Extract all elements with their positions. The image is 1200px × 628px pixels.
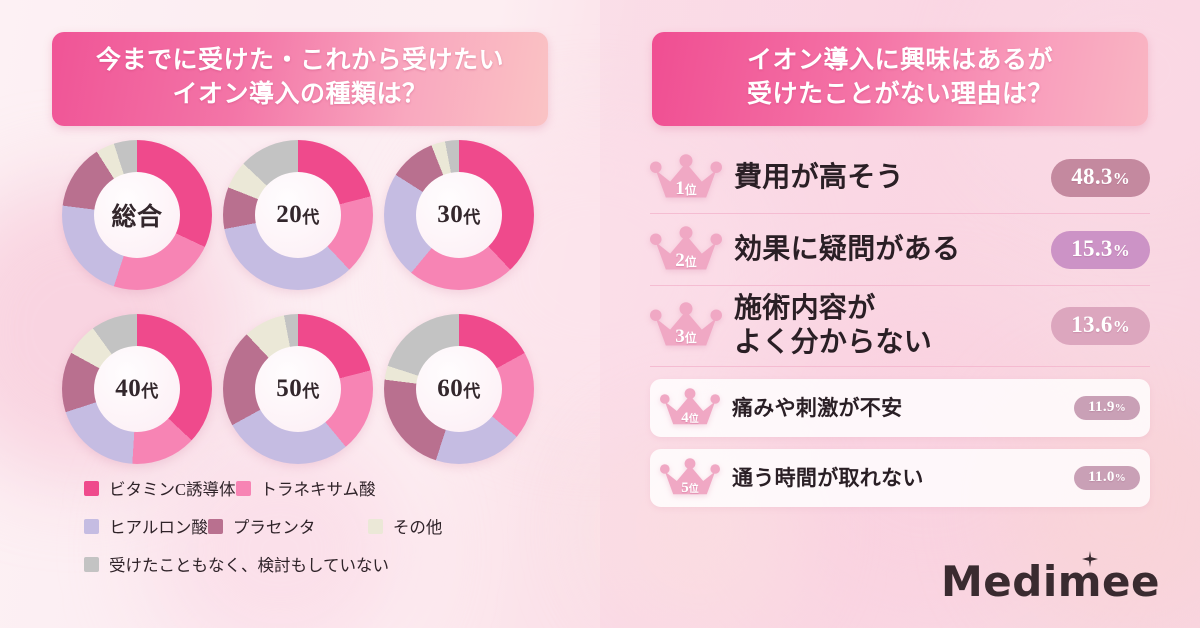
donut-chart-60代: 60 代 [384, 314, 534, 474]
left-header-line-1: 今までに受けた・これから受けたい [95, 47, 504, 74]
percentage-badge: 15.3% [1051, 230, 1150, 269]
legend-swatch-icon [84, 556, 99, 572]
percentage-badge: 48.3% [1051, 158, 1150, 197]
ranking-label: 施術内容が よく分からない [734, 292, 1039, 360]
crown-icon: 4位 [660, 387, 720, 429]
ranking-row-1: 1位 費用が高そう 48.3% [650, 142, 1150, 214]
ranking-label-line-1: 施術内容が [734, 293, 876, 324]
rank-number: 4位 [681, 410, 699, 426]
donut-center-label: 50 代 [276, 375, 320, 402]
donut-ring [384, 314, 534, 464]
donut-chart-40代: 40 代 [62, 314, 212, 474]
percentage-badge: 13.6% [1051, 307, 1150, 345]
donut-center-label: 60 代 [437, 375, 481, 402]
legend-row: ヒアルロン酸 プラセンタ その他 [84, 514, 584, 538]
ranking-row-5: 5位 通う時間が取れない 11.0% [650, 449, 1150, 507]
donut-center-label: 20 代 [276, 201, 320, 228]
donut-ring [223, 140, 373, 290]
legend-row: 受けたこともなく、検討もしていない [84, 552, 584, 576]
rank-number: 2位 [675, 249, 697, 271]
legend-item-4: その他 [367, 514, 518, 538]
legend-swatch-icon [207, 518, 223, 534]
crown-shape [660, 388, 720, 425]
ranking-row-3: 3位 施術内容が よく分からない 13.6% [650, 286, 1150, 367]
rank-number: 1位 [675, 177, 697, 199]
ranking-label: 効果に疑問がある [734, 233, 961, 265]
donut-center-label: 30 代 [437, 201, 481, 228]
right-header-line-1: イオン導入に興味はあるが [746, 47, 1053, 74]
crown-shape [650, 225, 722, 269]
percentage-badge: 11.0% [1074, 466, 1140, 490]
donut-center-label: 40 代 [115, 375, 159, 402]
ranking-label-line-2: よく分からない [734, 327, 933, 358]
ranking-label: 痛みや刺激が不安 [732, 396, 903, 420]
donut-chart-20代: 20 代 [223, 140, 373, 300]
chart-legend: ビタミンC誘導体 トラネキサム酸ヒアルロン酸 プラセンタ その他 受けたこともなく、検討… [84, 476, 584, 590]
right-header-line-2: 受けたことがない理由は？ [746, 81, 1053, 108]
legend-label: 受けたこともなく、検討もしていない [109, 556, 390, 575]
legend-swatch-icon [84, 518, 99, 534]
donut-ring [223, 314, 373, 464]
sparkle-icon [1082, 551, 1098, 567]
donut-center-label: 総合 [111, 204, 163, 231]
brand-logo: Medimee [941, 551, 1160, 606]
legend-label: その他 [392, 518, 443, 537]
legend-row: ビタミンC誘導体 トラネキサム酸 [84, 476, 584, 500]
legend-swatch-icon [84, 480, 99, 496]
donut-ring [62, 140, 212, 290]
donut-chart-50代: 50 代 [223, 314, 373, 474]
right-panel-header: イオン導入に興味はあるが 受けたことがない理由は？ [652, 32, 1148, 126]
legend-label: トラネキサム酸 [260, 480, 376, 499]
rank-number: 5位 [681, 480, 699, 496]
left-header-line-2: イオン導入の種類は？ [172, 81, 428, 108]
donut-ring [384, 140, 534, 290]
legend-swatch-icon [235, 480, 251, 496]
legend-swatch-icon [367, 518, 383, 534]
legend-label: ビタミンC誘導体 [109, 480, 236, 499]
crown-icon: 2位 [650, 224, 722, 276]
brand-logo-text: Medimee [941, 557, 1160, 606]
ranking-row-2: 2位 効果に疑問がある 15.3% [650, 214, 1150, 286]
crown-shape [660, 458, 720, 495]
donut-chart-総合: 総合 [62, 140, 212, 300]
ranking-label: 費用が高そう [734, 161, 904, 193]
legend-item-2: ヒアルロン酸 [84, 514, 208, 538]
left-panel-header: 今までに受けた・これから受けたい イオン導入の種類は？ [52, 32, 548, 126]
percentage-badge: 11.9% [1074, 396, 1140, 420]
legend-label: ヒアルロン酸 [109, 518, 208, 537]
crown-icon: 1位 [650, 152, 722, 204]
legend-item-1: トラネキサム酸 [235, 476, 441, 500]
ranking-row-4: 4位 痛みや刺激が不安 11.9% [650, 379, 1150, 437]
crown-icon: 5位 [660, 457, 720, 499]
ranking-label: 通う時間が取れない [732, 466, 924, 490]
legend-item-5: 受けたこともなく、検討もしていない [84, 552, 389, 576]
crown-icon: 3位 [650, 300, 722, 352]
donut-ring [62, 314, 212, 464]
legend-item-3: プラセンタ [207, 514, 368, 538]
crown-shape [650, 302, 722, 346]
ranking-list: 1位 費用が高そう 48.3% 2位 効果に疑問がある 15.3% 3位 施術内容が よく分から… [650, 142, 1150, 507]
crown-shape [650, 153, 722, 197]
legend-label: プラセンタ [232, 518, 316, 537]
donut-chart-30代: 30 代 [384, 140, 534, 300]
rank-number: 3位 [675, 326, 697, 347]
legend-item-0: ビタミンC誘導体 [84, 476, 236, 500]
donut-chart-grid: 総合 20 代 30 代 40 代 50 代 60 代 [62, 140, 562, 474]
